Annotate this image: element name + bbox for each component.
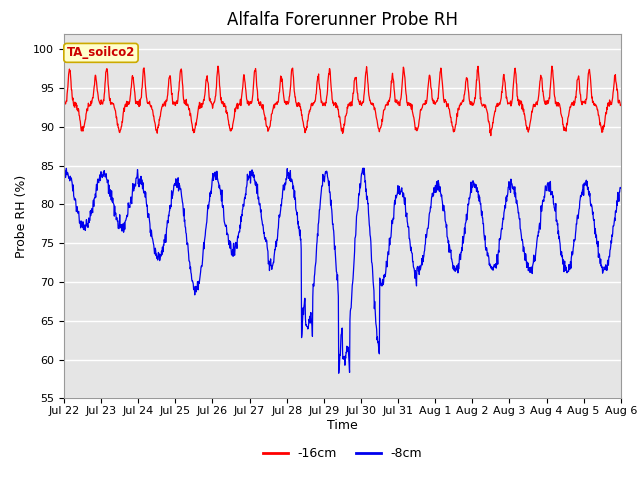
-8cm	[184, 240, 191, 246]
X-axis label: Time: Time	[327, 419, 358, 432]
Line: -16cm: -16cm	[64, 66, 621, 136]
-8cm	[552, 208, 559, 214]
-16cm	[548, 63, 556, 69]
-8cm	[502, 194, 510, 200]
-8cm	[360, 165, 368, 171]
-16cm	[246, 99, 254, 105]
-8cm	[429, 192, 437, 198]
Text: TA_soilco2: TA_soilco2	[67, 47, 135, 60]
-8cm	[60, 180, 68, 186]
-8cm	[617, 185, 625, 191]
Legend: -16cm, -8cm: -16cm, -8cm	[257, 442, 428, 465]
-16cm	[170, 100, 178, 106]
-16cm	[60, 98, 68, 104]
Title: Alfalfa Forerunner Probe RH: Alfalfa Forerunner Probe RH	[227, 11, 458, 29]
-8cm	[170, 182, 178, 188]
Y-axis label: Probe RH (%): Probe RH (%)	[15, 174, 28, 258]
-8cm	[246, 168, 254, 174]
-16cm	[617, 102, 625, 108]
-16cm	[552, 101, 559, 107]
-16cm	[487, 133, 495, 139]
-8cm	[335, 371, 342, 376]
-16cm	[429, 96, 436, 102]
-16cm	[502, 89, 509, 95]
-16cm	[184, 101, 191, 107]
Line: -8cm: -8cm	[64, 168, 621, 373]
